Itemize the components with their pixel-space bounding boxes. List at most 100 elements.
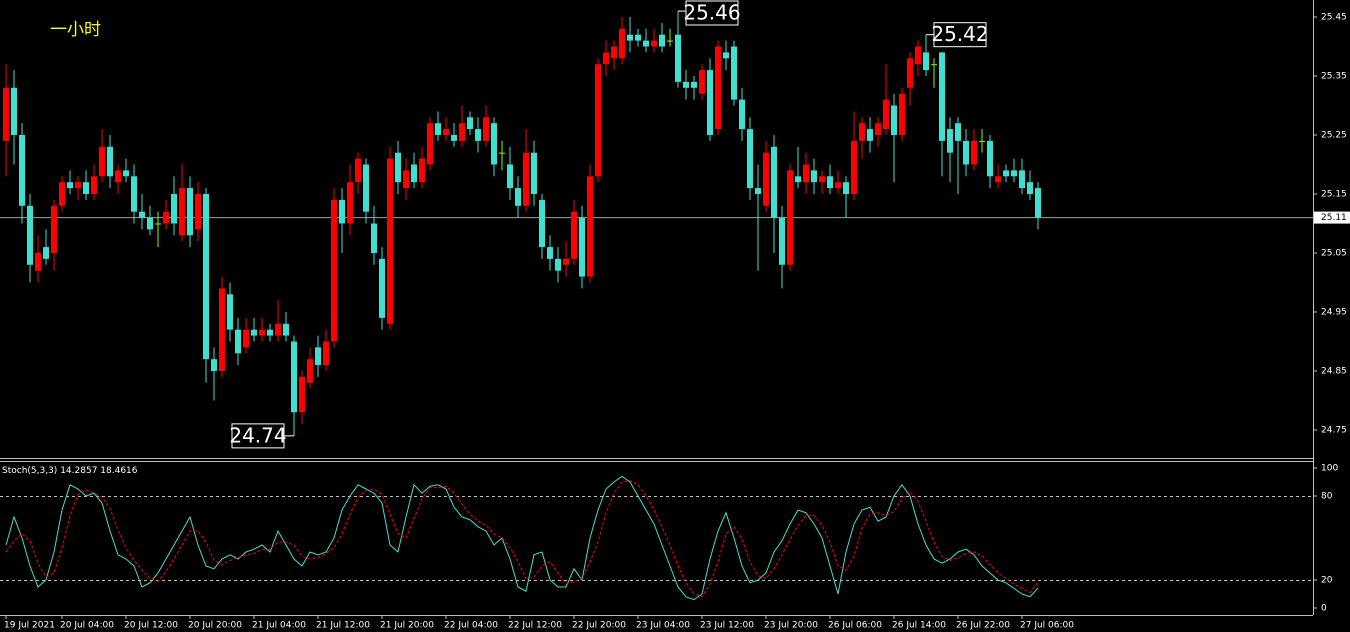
candle-body [971, 140, 977, 165]
extreme-label-box [685, 0, 739, 26]
candle-body [203, 193, 209, 360]
x-tick-label: 26 Jul 14:00 [892, 621, 946, 631]
candle-body [347, 182, 353, 224]
candle-body [123, 170, 129, 177]
candle-body [579, 217, 585, 277]
candle-body [51, 205, 57, 253]
y-tick-label: 0 [1321, 604, 1327, 614]
candle-body [59, 182, 65, 206]
extreme-label-box [933, 22, 987, 48]
candle-body [899, 93, 905, 135]
indicator-label: Stoch(5,3,3) 14.2857 18.4616 [2, 466, 138, 476]
candle-body [747, 129, 753, 189]
candle-body [595, 64, 601, 177]
x-tick-label: 20 Jul 04:00 [60, 621, 114, 631]
candle-body [371, 223, 377, 253]
indicator-name: Stoch(5,3,3) [2, 466, 57, 476]
candle-body [499, 152, 505, 154]
stoch-line [5, 480, 1039, 598]
x-tick-label: 23 Jul 04:00 [636, 621, 690, 631]
candle-body [83, 182, 89, 194]
candle-body [67, 182, 73, 189]
candle-body [931, 64, 937, 66]
candle-body [267, 329, 273, 336]
stoch-line [5, 475, 1039, 601]
candle-body [739, 99, 745, 130]
candle-body [659, 34, 665, 47]
candle-body [155, 223, 161, 225]
candle-body [723, 52, 729, 59]
candle-body [843, 182, 849, 194]
x-tick-label: 21 Jul 04:00 [252, 621, 306, 631]
x-tick-label: 21 Jul 12:00 [316, 621, 370, 631]
candle-body [139, 211, 145, 218]
candle-body [979, 140, 985, 142]
candle-body [715, 46, 721, 130]
candle-body [411, 164, 417, 183]
candle-body [315, 347, 321, 366]
candle-body [275, 323, 281, 336]
candle-body [667, 40, 673, 42]
candle-body [779, 217, 785, 265]
candle-body [11, 87, 17, 135]
candle-body [115, 170, 121, 183]
candle-body [251, 329, 257, 336]
candle-body [811, 170, 817, 183]
candle-body [563, 258, 569, 265]
candle-body [643, 40, 649, 47]
y-tick-label: 100 [1321, 464, 1338, 474]
candle-body [955, 123, 961, 141]
extreme-label-box [231, 423, 285, 449]
candle-body [515, 188, 521, 206]
candle-body [219, 288, 225, 371]
candle-body [211, 359, 217, 371]
candle-body [339, 199, 345, 224]
candle-body [755, 188, 761, 194]
candle-body [691, 81, 697, 88]
extreme-label: 25.46 [683, 1, 740, 25]
candle-body [819, 176, 825, 183]
y-tick-label: 25.25 [1321, 130, 1347, 140]
candle-body [355, 158, 361, 183]
x-tick-label: 22 Jul 04:00 [444, 621, 498, 631]
candle-body [635, 34, 641, 41]
candle-body [179, 188, 185, 236]
candle-body [483, 117, 489, 141]
indicator-d-value: 18.4616 [100, 466, 137, 476]
candle-body [259, 329, 265, 336]
candle-body [763, 152, 769, 206]
candle-body [939, 52, 945, 141]
candle-body [443, 129, 449, 135]
candle-body [699, 70, 705, 94]
candle-body [619, 28, 625, 59]
candle-body [1035, 188, 1041, 218]
candle-body [571, 211, 577, 259]
candle-body [395, 152, 401, 183]
candle-body [907, 58, 913, 88]
chart-title: 一小时 [50, 20, 101, 40]
candle-body [99, 146, 105, 177]
candle-body [963, 140, 969, 165]
x-tick-label: 22 Jul 20:00 [572, 621, 626, 631]
y-tick-label: 25.35 [1321, 71, 1347, 81]
candle-body [683, 81, 689, 88]
candle-body [835, 182, 841, 189]
candle-body [43, 247, 49, 259]
x-tick-label: 23 Jul 12:00 [700, 621, 754, 631]
candle-body [891, 105, 897, 135]
x-tick-label: 20 Jul 12:00 [124, 621, 178, 631]
indicator-k-value: 14.2857 [60, 466, 97, 476]
candle-body [323, 341, 329, 366]
candle-body [227, 294, 233, 330]
x-tick-label: 19 Jul 2021 [4, 621, 55, 631]
current-price-label: 25.11 [1321, 213, 1347, 223]
candle-body [1011, 170, 1017, 177]
candle-body [283, 323, 289, 336]
candle-body [147, 217, 153, 230]
candle-body [243, 329, 249, 348]
candle-body [707, 70, 713, 135]
y-tick-label: 25.15 [1321, 189, 1347, 199]
candle-body [163, 211, 169, 224]
